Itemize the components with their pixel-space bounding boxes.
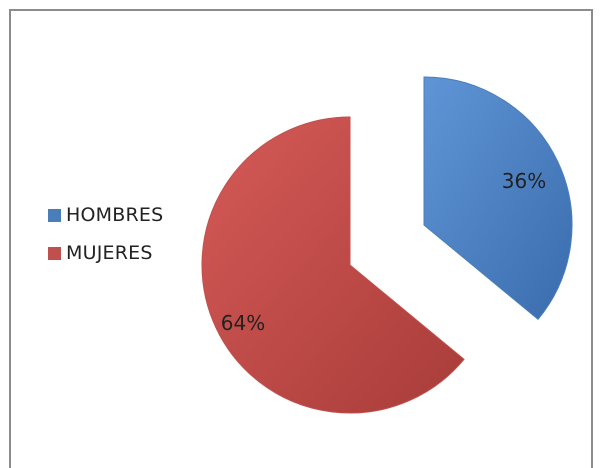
legend-item-mujeres: MUJERES: [48, 241, 163, 265]
legend-item-hombres: HOMBRES: [48, 203, 163, 227]
chart-legend: HOMBRES MUJERES: [48, 203, 163, 279]
slice-label-mujeres: 64%: [221, 311, 265, 335]
slice-label-hombres: 36%: [502, 169, 546, 193]
legend-swatch-hombres: [48, 208, 61, 222]
legend-swatch-mujeres: [48, 246, 61, 260]
legend-label-hombres: HOMBRES: [66, 204, 164, 226]
pie-slice-hombres: [423, 76, 573, 321]
legend-label-mujeres: MUJERES: [66, 242, 153, 264]
pie-slice-mujeres: [201, 116, 465, 414]
